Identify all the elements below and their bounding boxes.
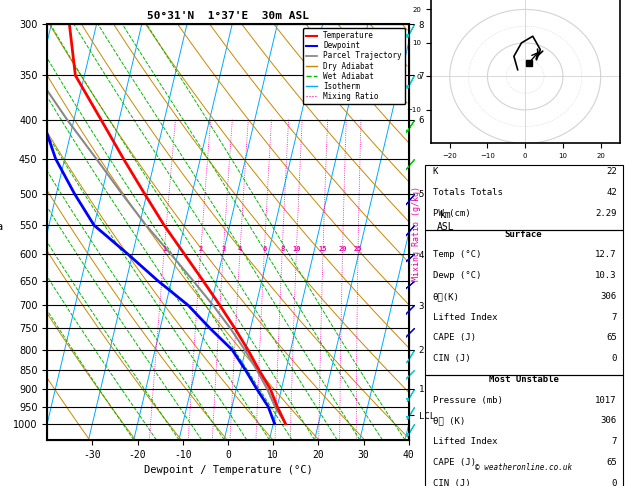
Text: 2.29: 2.29 [595, 209, 617, 218]
Text: CAPE (J): CAPE (J) [433, 333, 476, 343]
Text: 10: 10 [292, 245, 301, 252]
Text: 7: 7 [611, 437, 617, 446]
Text: Lifted Index: Lifted Index [433, 437, 497, 446]
Text: 15: 15 [319, 245, 327, 252]
Text: Lifted Index: Lifted Index [433, 312, 497, 322]
Text: 1: 1 [162, 245, 167, 252]
Text: 0: 0 [611, 354, 617, 363]
Text: CIN (J): CIN (J) [433, 354, 470, 363]
Text: θᴇ (K): θᴇ (K) [433, 417, 465, 425]
Y-axis label: km
ASL: km ASL [437, 210, 455, 232]
Text: Most Unstable: Most Unstable [489, 375, 559, 384]
Text: 8: 8 [280, 245, 284, 252]
Text: θᴇ(K): θᴇ(K) [433, 292, 459, 301]
Text: 306: 306 [601, 292, 617, 301]
Text: Mixing Ratio (g/kg): Mixing Ratio (g/kg) [412, 186, 421, 281]
Text: 10.3: 10.3 [595, 271, 617, 280]
Bar [425, 165, 623, 230]
Text: 3: 3 [221, 245, 226, 252]
Title: 50°31'N  1°37'E  30m ASL: 50°31'N 1°37'E 30m ASL [147, 11, 309, 21]
Text: K: K [433, 168, 438, 176]
Text: 22: 22 [606, 168, 617, 176]
Text: PW (cm): PW (cm) [433, 209, 470, 218]
Text: 12.7: 12.7 [595, 250, 617, 260]
Text: CAPE (J): CAPE (J) [433, 458, 476, 467]
Bar [425, 375, 623, 486]
Text: 1017: 1017 [595, 396, 617, 405]
Text: 65: 65 [606, 333, 617, 343]
Text: Dewp (°C): Dewp (°C) [433, 271, 481, 280]
Text: 01.06.2024  18GMT  (Base: 06): 01.06.2024 18GMT (Base: 06) [438, 12, 609, 22]
Text: 20: 20 [338, 245, 347, 252]
Text: © weatheronline.co.uk: © weatheronline.co.uk [475, 463, 572, 471]
Text: 2: 2 [199, 245, 203, 252]
Y-axis label: hPa: hPa [0, 222, 4, 232]
Text: 0: 0 [611, 479, 617, 486]
Text: 7: 7 [611, 312, 617, 322]
Text: Pressure (mb): Pressure (mb) [433, 396, 503, 405]
Text: 25: 25 [354, 245, 362, 252]
Text: CIN (J): CIN (J) [433, 479, 470, 486]
X-axis label: Dewpoint / Temperature (°C): Dewpoint / Temperature (°C) [143, 465, 313, 475]
Text: Surface: Surface [505, 230, 542, 239]
Text: 306: 306 [601, 417, 617, 425]
Text: Temp (°C): Temp (°C) [433, 250, 481, 260]
Text: 4: 4 [238, 245, 242, 252]
Legend: Temperature, Dewpoint, Parcel Trajectory, Dry Adiabat, Wet Adiabat, Isotherm, Mi: Temperature, Dewpoint, Parcel Trajectory… [303, 28, 405, 104]
Text: 42: 42 [606, 188, 617, 197]
Text: 65: 65 [606, 458, 617, 467]
Text: 6: 6 [262, 245, 267, 252]
Text: Totals Totals: Totals Totals [433, 188, 503, 197]
Bar [425, 230, 623, 375]
